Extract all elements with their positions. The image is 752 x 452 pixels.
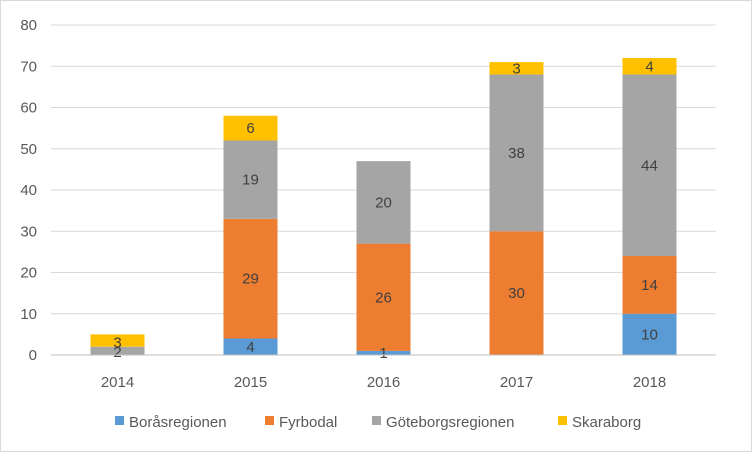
y-tick-label: 80 <box>20 17 37 34</box>
data-label: 26 <box>375 289 392 306</box>
data-label: 44 <box>641 157 658 174</box>
bar-segment <box>223 115 278 141</box>
bar-segment <box>223 338 278 355</box>
legend-label: Fyrbodal <box>279 414 337 431</box>
bar-segment <box>489 231 544 355</box>
legend-label: Boråsregionen <box>129 414 227 431</box>
y-tick-label: 0 <box>29 347 37 364</box>
bar-segment <box>356 350 411 355</box>
x-tick-label: 2015 <box>234 374 267 391</box>
bar-segment <box>622 58 677 75</box>
x-tick-label: 2016 <box>367 374 400 391</box>
data-label: 2 <box>113 344 121 361</box>
data-label: 3 <box>113 334 121 351</box>
data-label: 14 <box>641 277 658 294</box>
bar-segment <box>489 74 544 232</box>
bar-segment <box>356 161 411 244</box>
y-tick-label: 10 <box>20 306 37 323</box>
legend-swatch <box>265 416 274 425</box>
data-label: 6 <box>246 120 254 137</box>
data-label: 30 <box>508 285 525 302</box>
data-label: 29 <box>242 271 259 288</box>
y-tick-label: 70 <box>20 58 37 75</box>
legend-label: Göteborgsregionen <box>386 414 514 431</box>
y-tick-label: 40 <box>20 182 37 199</box>
x-tick-label: 2014 <box>101 374 134 391</box>
data-label: 4 <box>246 339 254 356</box>
bar-segment <box>489 62 544 75</box>
legend-swatch <box>372 416 381 425</box>
bar-segment <box>223 140 278 219</box>
legend: Boråsregionen Fyrbodal Göteborgsregionen Sk… <box>115 414 641 431</box>
legend-swatch <box>115 416 124 425</box>
y-tick-label: 60 <box>20 100 37 117</box>
legend-label: Skaraborg <box>572 414 641 431</box>
bar-segment <box>223 218 278 339</box>
y-tick-label: 20 <box>20 265 37 282</box>
x-tick-label: 2017 <box>500 374 533 391</box>
bar-segment <box>622 256 677 314</box>
data-label: 1 <box>379 345 387 362</box>
bar-segment <box>622 74 677 256</box>
data-label: 10 <box>641 326 658 343</box>
bar-segment <box>356 243 411 351</box>
bar-segment <box>622 313 677 355</box>
bar-segment <box>90 346 145 355</box>
data-label: 4 <box>645 58 653 75</box>
data-label: 38 <box>508 145 525 162</box>
y-tick-label: 50 <box>20 141 37 158</box>
data-label: 20 <box>375 194 392 211</box>
legend-swatch <box>558 416 567 425</box>
data-label: 3 <box>512 60 520 77</box>
data-label: 19 <box>242 172 259 189</box>
bars <box>90 58 677 355</box>
y-tick-label: 30 <box>20 223 37 240</box>
x-tick-label: 2018 <box>633 374 666 391</box>
bar-segment <box>90 334 145 347</box>
